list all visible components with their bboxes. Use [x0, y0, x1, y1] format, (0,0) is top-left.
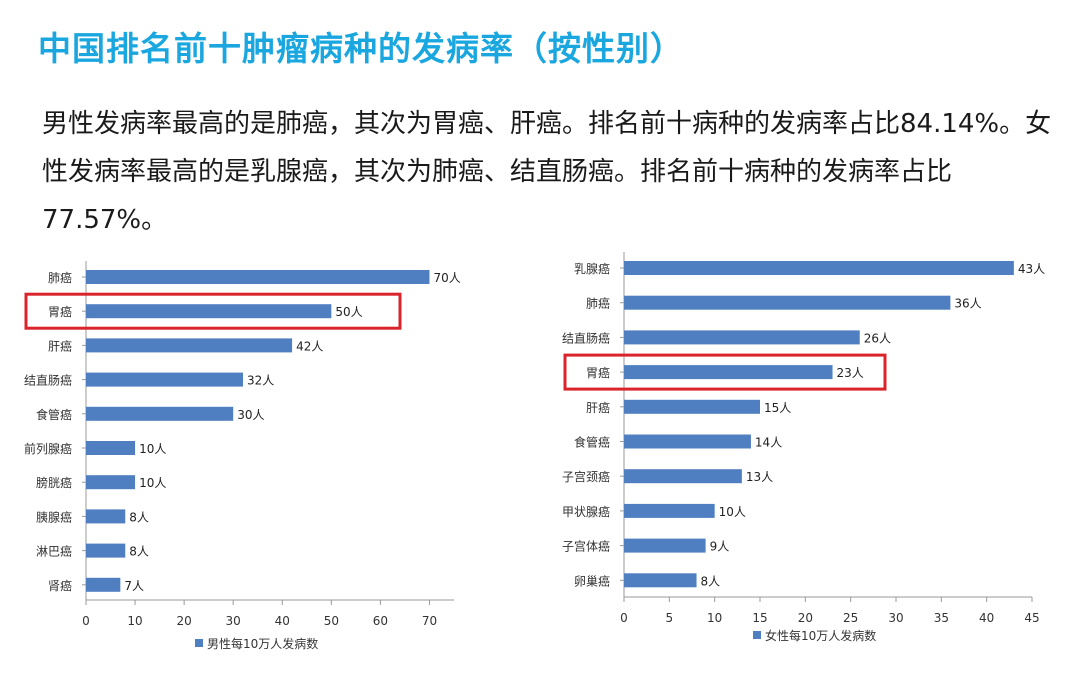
data-label: 26人 — [864, 331, 891, 345]
x-tick-label: 0 — [82, 614, 90, 628]
legend-swatch — [753, 631, 761, 639]
data-label: 43人 — [1018, 262, 1045, 276]
bar — [86, 475, 136, 490]
category-label: 结直肠癌 — [562, 330, 610, 345]
x-tick-label: 60 — [373, 614, 388, 628]
category-label: 甲状腺癌 — [562, 504, 610, 519]
data-label: 8人 — [129, 545, 149, 559]
legend-label: 女性每10万人发病数 — [765, 628, 876, 643]
category-label: 肝癌 — [586, 400, 610, 415]
x-tick-label: 40 — [275, 614, 290, 628]
category-label: 膀胱癌 — [36, 475, 72, 490]
x-tick-label: 20 — [798, 611, 813, 625]
x-tick-label: 30 — [226, 614, 241, 628]
data-label: 7人 — [124, 579, 144, 593]
category-label: 乳腺癌 — [574, 261, 610, 276]
bar — [86, 577, 121, 592]
bar — [86, 543, 126, 558]
bar — [86, 509, 126, 524]
bar — [86, 270, 430, 284]
category-label: 子宫体癌 — [562, 539, 610, 554]
x-tick-label: 0 — [620, 611, 628, 625]
page-title: 中国排名前十肿瘤病种的发病率（按性别） — [38, 29, 684, 68]
data-label: 10人 — [139, 442, 166, 456]
category-label: 胃癌 — [48, 304, 72, 319]
x-tick-label: 30 — [888, 611, 903, 625]
data-label: 9人 — [710, 540, 730, 554]
bar — [86, 338, 293, 353]
bar — [624, 503, 715, 518]
x-tick-label: 10 — [707, 611, 722, 625]
x-tick-label: 10 — [127, 614, 142, 628]
category-label: 胃癌 — [586, 365, 610, 380]
data-label: 50人 — [335, 305, 362, 319]
bar — [86, 406, 234, 421]
bar — [624, 295, 951, 310]
data-label: 15人 — [764, 401, 791, 415]
data-label: 36人 — [954, 297, 981, 311]
bar — [86, 372, 244, 387]
category-label: 肺癌 — [48, 270, 72, 285]
highlight-box — [24, 292, 402, 330]
x-tick-label: 40 — [979, 611, 994, 625]
bar — [624, 330, 860, 345]
data-label: 10人 — [139, 476, 166, 490]
data-label: 8人 — [129, 510, 149, 524]
bar — [86, 304, 332, 319]
bar — [624, 538, 706, 553]
bar — [624, 399, 760, 414]
legend-swatch — [195, 639, 203, 647]
category-label: 胰腺癌 — [36, 509, 72, 524]
category-label: 卵巢癌 — [574, 573, 610, 588]
data-label: 14人 — [755, 436, 782, 450]
x-tick-label: 70 — [422, 614, 437, 628]
data-label: 10人 — [719, 505, 746, 519]
bar — [624, 573, 697, 588]
category-label: 结直肠癌 — [24, 373, 72, 388]
x-tick-label: 25 — [843, 611, 858, 625]
bar — [624, 261, 1014, 275]
data-label: 42人 — [296, 339, 323, 353]
data-label: 23人 — [837, 366, 864, 380]
x-tick-label: 5 — [666, 611, 674, 625]
category-label: 前列腺癌 — [24, 441, 72, 456]
x-tick-label: 35 — [934, 611, 949, 625]
data-label: 70人 — [433, 271, 460, 285]
data-label: 32人 — [247, 374, 274, 388]
category-label: 肺癌 — [586, 296, 610, 311]
category-label: 肾癌 — [48, 578, 72, 593]
data-label: 8人 — [701, 574, 721, 588]
category-label: 食管癌 — [574, 435, 610, 450]
bar — [624, 469, 742, 484]
category-label: 食管癌 — [36, 407, 72, 422]
x-tick-label: 20 — [176, 614, 191, 628]
category-label: 肝癌 — [48, 338, 72, 353]
bar — [624, 365, 833, 380]
highlight-box — [563, 353, 887, 391]
x-tick-label: 45 — [1024, 611, 1039, 625]
category-label: 子宫颈癌 — [562, 469, 610, 484]
bar — [86, 441, 136, 455]
x-tick-label: 15 — [752, 611, 767, 625]
legend-label: 男性每10万人发病数 — [207, 636, 318, 651]
data-label: 30人 — [237, 408, 264, 422]
data-label: 13人 — [746, 470, 773, 484]
category-label: 淋巴癌 — [36, 544, 72, 559]
x-tick-label: 50 — [324, 614, 339, 628]
bar — [624, 434, 751, 449]
summary-text: 男性发病率最高的是肺癌，其次为胃癌、肝癌。排名前十病种的发病率占比84.14%。… — [42, 109, 1052, 235]
